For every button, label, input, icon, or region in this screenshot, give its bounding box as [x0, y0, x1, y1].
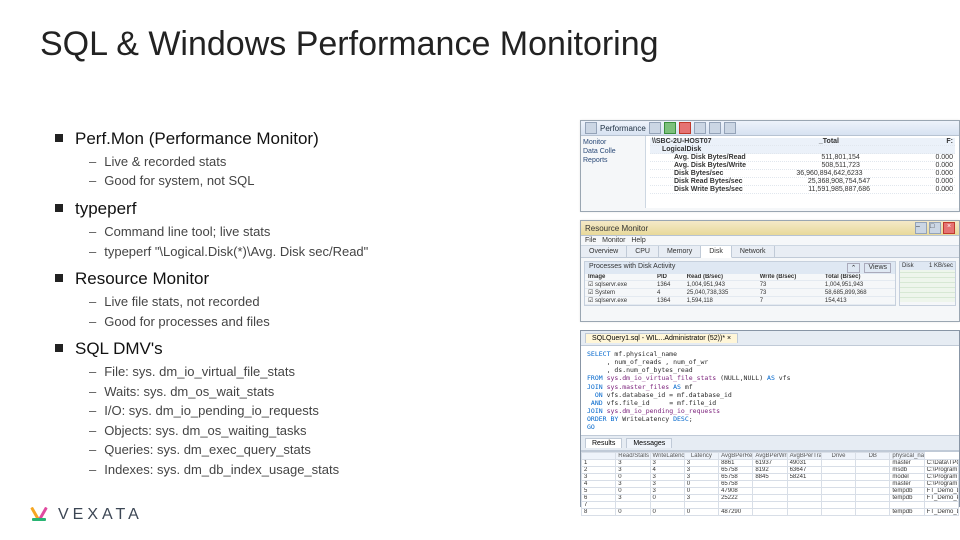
sql-result-tabs: Results Messages	[581, 435, 959, 451]
minichart-rate: 1 KB/sec	[929, 263, 953, 269]
sql-editor[interactable]: SELECT mf.physical_name , num_of_reads ,…	[581, 346, 959, 435]
bullet-l1: Perf.Mon (Performance Monitor)	[55, 128, 555, 151]
col-f: F:	[946, 138, 953, 145]
tab-network[interactable]: Network	[732, 246, 775, 257]
menu-item[interactable]: Monitor	[602, 237, 625, 244]
perfmon-counter-row: Avg. Disk Bytes/Read511,801,1540.000	[650, 154, 955, 162]
perfmon-counter-row: Disk Write Bytes/sec11,591,985,887,6860.…	[650, 186, 955, 194]
bullet-l2: –Good for processes and files	[89, 313, 555, 331]
tab-cpu[interactable]: CPU	[627, 246, 659, 257]
perfmon-title: Performance	[600, 124, 646, 133]
bullet-l2: –Queries: sys. dm_exec_query_stats	[89, 441, 555, 459]
screenshot-stack: Performance Monitor Data Colle Reports \…	[580, 120, 960, 507]
perfmon-counters: \\SBC-2U-HOST07 _Total F: LogicalDisk Av…	[646, 136, 959, 208]
perfmon-counter-row: Disk Bytes/sec36,960,894,642,62330.000	[650, 170, 955, 178]
brand-text: VEXATA	[58, 506, 143, 524]
bullet-l1: SQL DMV's	[55, 338, 555, 361]
bullet-l2: –I/O: sys. dm_io_pending_io_requests	[89, 402, 555, 420]
resmon-window: Resource Monitor – □ × File Monitor Help…	[580, 220, 960, 322]
bullet-l2: –Indexes: sys. dm_db_index_usage_stats	[89, 461, 555, 479]
logo-mark	[28, 504, 50, 526]
maximize-icon[interactable]: □	[929, 222, 941, 234]
bullet-l2: –Waits: sys. dm_os_wait_stats	[89, 383, 555, 401]
bullet-list: Perf.Mon (Performance Monitor) –Live & re…	[55, 120, 555, 478]
bullet-l2: –Live & recorded stats	[89, 153, 555, 171]
toolbar-icon	[694, 122, 706, 134]
bullet-l2: –Live file stats, not recorded	[89, 293, 555, 311]
resmon-row[interactable]: ☑ sqlservr.exe13641,004,951,943731,004,9…	[585, 281, 895, 289]
grid-row[interactable]: 8000487290tempdbFT_Demo_Data_2.ndf	[582, 509, 959, 516]
bullet-l2: –typeperf "\Logical.Disk(*)\Avg. Disk se…	[89, 243, 555, 261]
minimize-icon[interactable]: –	[915, 222, 927, 234]
resmon-titlebar: Resource Monitor – □ ×	[581, 221, 959, 236]
ssms-window: SQLQuery1.sql - WIL...Administrator (52)…	[580, 330, 960, 507]
resmon-menu: File Monitor Help	[581, 236, 959, 246]
add-icon	[664, 122, 676, 134]
grid-row[interactable]: 503047908tempdbFT_Demo_Data_16	[582, 488, 959, 495]
sql-tab[interactable]: SQLQuery1.sql - WIL...Administrator (52)…	[585, 333, 738, 343]
bullet-l2: –Good for system, not SQL	[89, 172, 555, 190]
close-icon[interactable]: ×	[943, 222, 955, 234]
bullet-l2: –Command line tool; live stats	[89, 223, 555, 241]
bullet-l1: Resource Monitor	[55, 268, 555, 291]
perfmon-counter-row: Disk Read Bytes/sec25,368,908,754,5470.0…	[650, 178, 955, 186]
tab-messages[interactable]: Messages	[626, 438, 672, 448]
section-title: Processes with Disk Activity	[589, 263, 675, 273]
brand-logo: VEXATA	[28, 504, 143, 526]
col-total: _Total	[819, 138, 839, 145]
bullet-l2: –File: sys. dm_io_virtual_file_stats	[89, 363, 555, 381]
perfmon-window: Performance Monitor Data Colle Reports \…	[580, 120, 960, 212]
perfmon-host: \\SBC-2U-HOST07	[652, 138, 712, 145]
tree-item[interactable]: Data Colle	[583, 147, 643, 156]
perfmon-counter-row: Avg. Disk Bytes/Write508,511,7230.000	[650, 162, 955, 170]
perfmon-tree: Monitor Data Colle Reports	[581, 136, 646, 208]
sql-results-grid: Read/StallsWriteLatencyLatencyAvgBPerRea…	[581, 451, 959, 516]
bullet-l2: –Objects: sys. dm_os_waiting_tasks	[89, 422, 555, 440]
sql-tabrow: SQLQuery1.sql - WIL...Administrator (52)…	[581, 331, 959, 346]
tab-overview[interactable]: Overview	[581, 246, 627, 257]
menu-item[interactable]: File	[585, 237, 596, 244]
perfmon-group: LogicalDisk	[662, 146, 701, 153]
remove-icon	[679, 122, 691, 134]
grid-row[interactable]: 133388616193749031masterC:\Data\TPC-H_sa…	[582, 460, 959, 467]
minichart-label: Disk	[902, 263, 914, 269]
toolbar-icon	[585, 122, 597, 134]
perfmon-toolbar: Performance	[581, 121, 959, 136]
grid-row[interactable]: 7	[582, 502, 959, 509]
resmon-tabs: Overview CPU Memory Disk Network	[581, 246, 959, 258]
toolbar-icon	[709, 122, 721, 134]
views-button[interactable]: Views	[864, 263, 891, 273]
collapse-icon[interactable]: ⌃	[847, 263, 861, 273]
resmon-processes-section: Processes with Disk Activity ⌃ Views Ima…	[584, 261, 896, 306]
bullet-l1: typeperf	[55, 198, 555, 221]
grid-row[interactable]: 303365758884558241modelC:\Program Files\…	[582, 474, 959, 481]
slide-title: SQL & Windows Performance Monitoring	[40, 25, 659, 64]
toolbar-icon	[724, 122, 736, 134]
tab-disk[interactable]: Disk	[701, 246, 732, 258]
resmon-title: Resource Monitor	[585, 224, 648, 233]
tab-results[interactable]: Results	[585, 438, 622, 448]
tab-memory[interactable]: Memory	[659, 246, 701, 257]
toolbar-icon	[649, 122, 661, 134]
resmon-table: ImagePIDRead (B/sec)Write (B/sec)Total (…	[585, 274, 895, 305]
resmon-minichart: Disk 1 KB/sec	[899, 261, 956, 306]
menu-item[interactable]: Help	[631, 237, 645, 244]
grid-row[interactable]: 234365758819263647msdbC:\Program Files\M…	[582, 467, 959, 474]
tree-item[interactable]: Reports	[583, 156, 643, 165]
grid-row[interactable]: 433065758masterC:\Program Files\Microsof…	[582, 481, 959, 488]
grid-row[interactable]: 630325222tempdbFT_Demo_PrimData_2.ndf	[582, 495, 959, 502]
resmon-row[interactable]: ☑ sqlservr.exe13641,594,1187154,413	[585, 297, 895, 305]
tree-item[interactable]: Monitor	[583, 138, 643, 147]
resmon-row[interactable]: ☑ System425,040,738,3357358,685,899,368	[585, 289, 895, 297]
